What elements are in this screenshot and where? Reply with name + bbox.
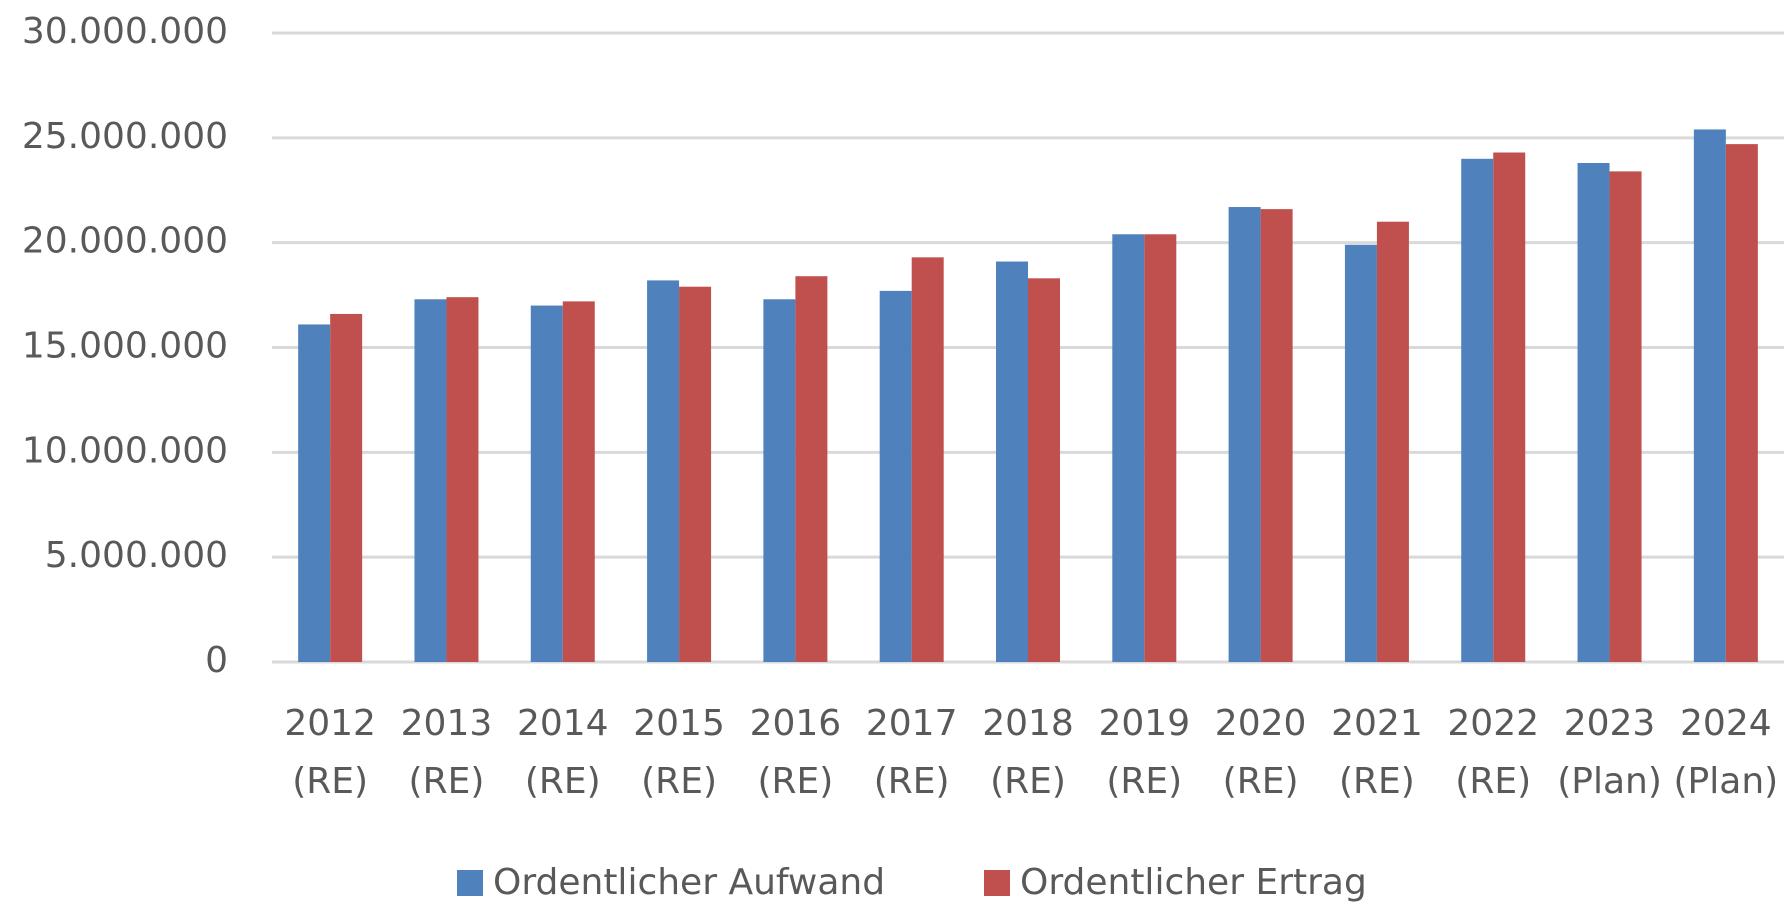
bar — [1344, 244, 1377, 662]
x-tick-label: 2014 (RE) — [517, 703, 609, 802]
bar — [1461, 158, 1494, 663]
bar — [1112, 234, 1145, 662]
x-tick-label: 2017 (RE) — [866, 703, 958, 802]
y-tick-label: 0 — [205, 640, 228, 681]
legend-label: Ordentlicher Aufwand — [493, 862, 885, 903]
y-tick-label: 20.000.000 — [22, 221, 228, 262]
x-tick-label: 2022 (RE) — [1447, 703, 1539, 802]
bar — [679, 286, 712, 662]
bar — [911, 257, 944, 662]
x-tick-label: 2012 (RE) — [284, 703, 376, 802]
y-tick-label: 25.000.000 — [22, 116, 228, 157]
bar — [1144, 234, 1177, 662]
x-tick-label: 2015 (RE) — [633, 703, 725, 802]
bar — [1693, 129, 1726, 663]
x-tick-label: 2020 (RE) — [1215, 703, 1307, 802]
x-tick-label: 2023 (Plan) — [1557, 703, 1662, 802]
bar — [1228, 207, 1261, 663]
x-tick-label: 2013 (RE) — [401, 703, 493, 802]
y-tick-label: 5.000.000 — [45, 535, 228, 576]
bar — [414, 299, 447, 662]
bar — [298, 324, 331, 662]
bar — [1609, 171, 1642, 662]
y-tick-label: 30.000.000 — [22, 11, 228, 52]
legend-swatch — [457, 870, 483, 896]
bar — [1725, 144, 1758, 662]
bar — [446, 297, 479, 662]
bar — [795, 276, 828, 662]
bar — [763, 299, 796, 662]
x-tick-label: 2016 (RE) — [750, 703, 842, 802]
bar — [562, 301, 595, 662]
bar — [1260, 209, 1293, 662]
bar — [1493, 152, 1526, 662]
x-tick-label: 2018 (RE) — [982, 703, 1074, 802]
bar — [530, 305, 563, 662]
legend-swatch — [984, 870, 1010, 896]
bar — [647, 280, 680, 662]
bar — [996, 261, 1028, 662]
bar — [1028, 278, 1060, 662]
bar — [330, 313, 363, 662]
y-tick-label: 15.000.000 — [22, 326, 228, 367]
y-tick-label: 10.000.000 — [22, 430, 228, 471]
x-tick-label: 2019 (RE) — [1098, 703, 1190, 802]
bar — [879, 290, 912, 662]
bar — [1376, 221, 1409, 662]
x-tick-label: 2021 (RE) — [1331, 703, 1423, 802]
x-tick-label: 2024 (Plan) — [1674, 703, 1779, 802]
bar — [1577, 162, 1610, 662]
legend-label: Ordentlicher Ertrag — [1020, 862, 1367, 903]
